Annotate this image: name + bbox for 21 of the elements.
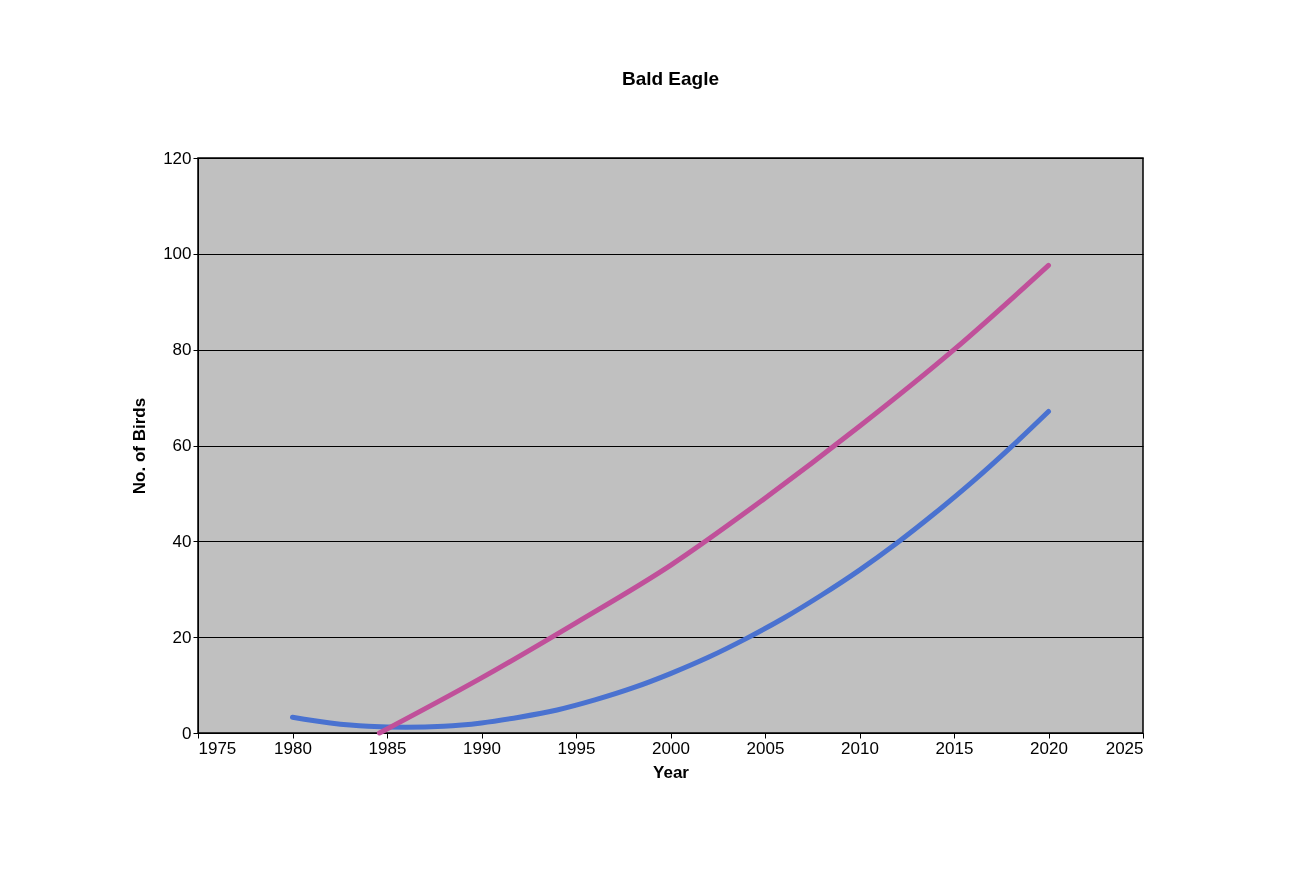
x-tick-label: 1990 [463, 738, 501, 758]
x-tick-label: 2020 [1030, 738, 1068, 758]
x-tick-label: 2025 [1105, 738, 1144, 758]
x-tick-label: 1980 [274, 738, 312, 758]
x-tick-label: 1985 [368, 738, 407, 758]
y-tick-label: 20 [172, 627, 192, 647]
y-axis-title: No. of Birds [130, 397, 150, 495]
y-tick-label: 120 [163, 148, 192, 168]
x-tick-label: 2015 [935, 738, 974, 758]
y-tick-label: 80 [172, 340, 192, 360]
x-tick-label: 1975 [198, 738, 237, 758]
chart-title: Bald Eagle [621, 68, 720, 89]
y-tick-label: 60 [172, 436, 192, 455]
x-axis-title: Year [653, 762, 690, 782]
x-tick-label: 2005 [746, 738, 785, 758]
x-tick-label: 2000 [652, 738, 690, 758]
y-tick-label: 40 [172, 531, 192, 551]
x-tick-label: 1995 [557, 738, 596, 758]
y-tick-label: 0 [182, 723, 192, 743]
y-tick-label: 100 [163, 244, 192, 264]
x-tick-label: 2010 [841, 738, 879, 758]
